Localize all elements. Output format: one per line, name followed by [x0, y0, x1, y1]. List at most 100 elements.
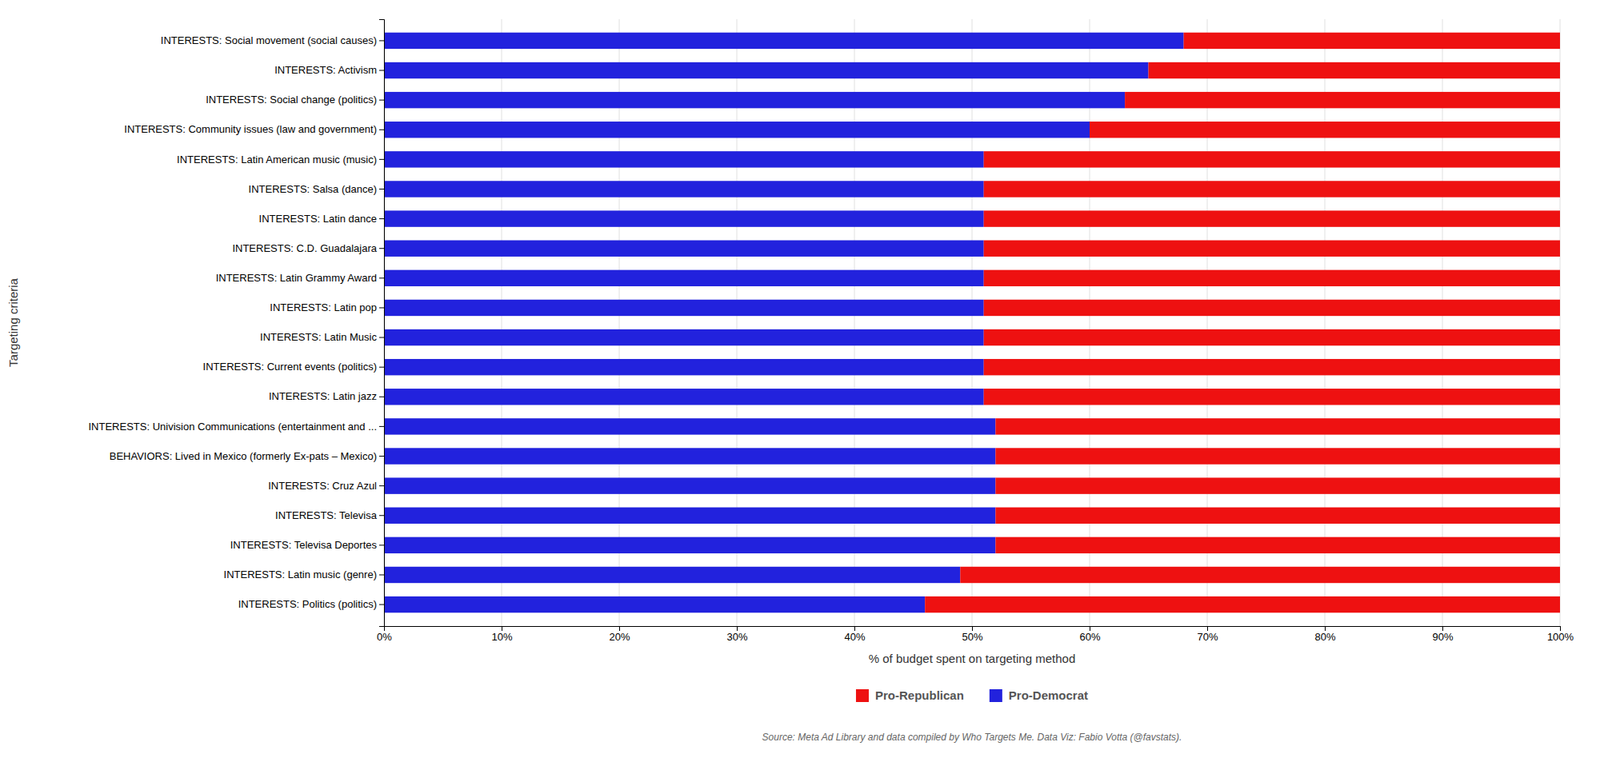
y-tick-mark [379, 188, 384, 190]
y-tick-mark [379, 70, 384, 72]
x-tick-mark [854, 626, 856, 632]
bar [1124, 92, 1560, 108]
y-tick-label: INTERESTS: Latin Music [260, 331, 377, 344]
bar [384, 151, 984, 168]
x-tick-label: 0% [376, 631, 392, 644]
bar [384, 92, 1125, 108]
y-tick: INTERESTS: Televisa [275, 509, 384, 522]
bar [984, 240, 1560, 257]
y-tick-mark [379, 367, 384, 368]
legend-label: Pro-Republican [875, 688, 964, 703]
bar [384, 537, 996, 554]
x-tick: 80% [1314, 626, 1336, 644]
y-tick-mark [379, 307, 384, 308]
y-tick-mark [379, 159, 384, 160]
x-tick-mark [1560, 626, 1561, 632]
y-tick-label: INTERESTS: Salsa (dance) [248, 183, 377, 196]
plot: 0%10%20%30%40%50%60%70%80%90%100%INTERES… [88, 19, 1574, 666]
x-tick-label: 30% [726, 631, 748, 644]
y-tick: INTERESTS: Cruz Azul [268, 480, 384, 492]
bar [1089, 121, 1560, 138]
y-tick-label: INTERESTS: Televisa [275, 509, 378, 522]
y-tick: INTERESTS: Current events (politics) [203, 360, 384, 373]
x-tick-label: 10% [491, 631, 512, 644]
x-tick-mark [1207, 626, 1208, 632]
y-tick-mark [379, 40, 384, 41]
bars [384, 32, 1560, 614]
bar [384, 567, 960, 584]
bar [984, 329, 1560, 346]
y-tick-label: INTERESTS: Latin pop [269, 301, 377, 314]
y-tick-label: INTERESTS: Social movement (social cause… [160, 34, 377, 47]
grid-line [501, 19, 503, 627]
y-tick-label: INTERESTS: Televisa Deportes [230, 539, 378, 552]
x-tick: 60% [1079, 626, 1100, 644]
x-tick-label: 20% [608, 631, 630, 644]
y-tick-mark [379, 337, 384, 339]
x-tick-label: 80% [1314, 631, 1336, 644]
grid-line [1442, 19, 1444, 627]
bar [984, 210, 1560, 227]
y-tick: INTERESTS: Latin music (genre) [224, 568, 384, 581]
x-tick-label: 70% [1196, 631, 1218, 644]
bar [384, 477, 996, 494]
bar [384, 448, 996, 464]
x-tick-mark [619, 626, 620, 632]
y-tick-label: BEHAVIORS: Lived in Mexico (formerly Ex-… [109, 450, 377, 463]
y-tick: INTERESTS: Televisa Deportes [230, 539, 384, 552]
legend-item: Pro-Democrat [989, 688, 1088, 703]
bar [384, 329, 984, 346]
bar [384, 62, 1149, 79]
y-tick-mark [379, 515, 384, 516]
bar [384, 210, 984, 227]
y-tick: INTERESTS: Social change (politics) [205, 93, 384, 106]
y-tick-mark [379, 218, 384, 220]
y-tick-label: INTERESTS: C.D. Guadalajara [232, 242, 377, 255]
y-tick-label: INTERESTS: Univision Communications (ent… [88, 420, 377, 433]
x-tick-mark [1324, 626, 1326, 632]
grid-line [854, 19, 856, 627]
bar [384, 300, 984, 316]
y-tick: INTERESTS: Activism [274, 64, 384, 76]
y-tick-mark [379, 544, 384, 546]
bar [995, 418, 1560, 435]
y-axis-title: Targeting criteria [6, 277, 20, 368]
bar [1184, 32, 1560, 49]
y-tick-label: INTERESTS: Latin Grammy Award [216, 272, 377, 284]
grid-line [1560, 19, 1561, 627]
x-axis-line [384, 627, 1561, 632]
bar [960, 567, 1560, 584]
x-tick: 70% [1196, 626, 1218, 644]
y-tick-mark [379, 396, 384, 398]
series [384, 32, 1184, 614]
bar [384, 32, 1184, 49]
y-tick: INTERESTS: Latin pop [269, 301, 384, 314]
x-tick: 40% [844, 626, 865, 644]
x-tick-mark [736, 626, 738, 632]
bar [984, 359, 1560, 376]
y-tick-label: INTERESTS: Latin music (genre) [224, 568, 377, 581]
legend-swatch [856, 689, 869, 703]
x-tick-mark [501, 626, 503, 632]
y-tick-mark [379, 129, 384, 131]
y-tick-mark [379, 100, 384, 101]
bar [995, 477, 1560, 494]
bar [384, 508, 996, 524]
y-tick-label: INTERESTS: Latin American music (music) [176, 153, 377, 166]
y-tick: INTERESTS: Latin jazz [268, 390, 384, 403]
bar [984, 270, 1560, 287]
y-tick: BEHAVIORS: Lived in Mexico (formerly Ex-… [109, 450, 384, 463]
chart: 0%10%20%30%40%50%60%70%80%90%100%INTERES… [0, 0, 1600, 758]
y-tick-label: INTERESTS: Latin dance [259, 212, 377, 225]
x-axis: 0%10%20%30%40%50%60%70%80%90%100% [376, 626, 1574, 644]
y-tick: INTERESTS: Social movement (social cause… [160, 34, 384, 47]
y-tick: INTERESTS: Salsa (dance) [248, 183, 384, 196]
y-tick-mark [379, 574, 384, 576]
x-tick-mark [972, 626, 973, 632]
y-tick-label: INTERESTS: Community issues (law and gov… [124, 123, 377, 136]
series [924, 32, 1560, 614]
y-axis: INTERESTS: Social movement (social cause… [88, 20, 384, 628]
x-tick: 0% [376, 626, 392, 644]
x-tick: 20% [608, 626, 630, 644]
grid-line [972, 19, 973, 627]
